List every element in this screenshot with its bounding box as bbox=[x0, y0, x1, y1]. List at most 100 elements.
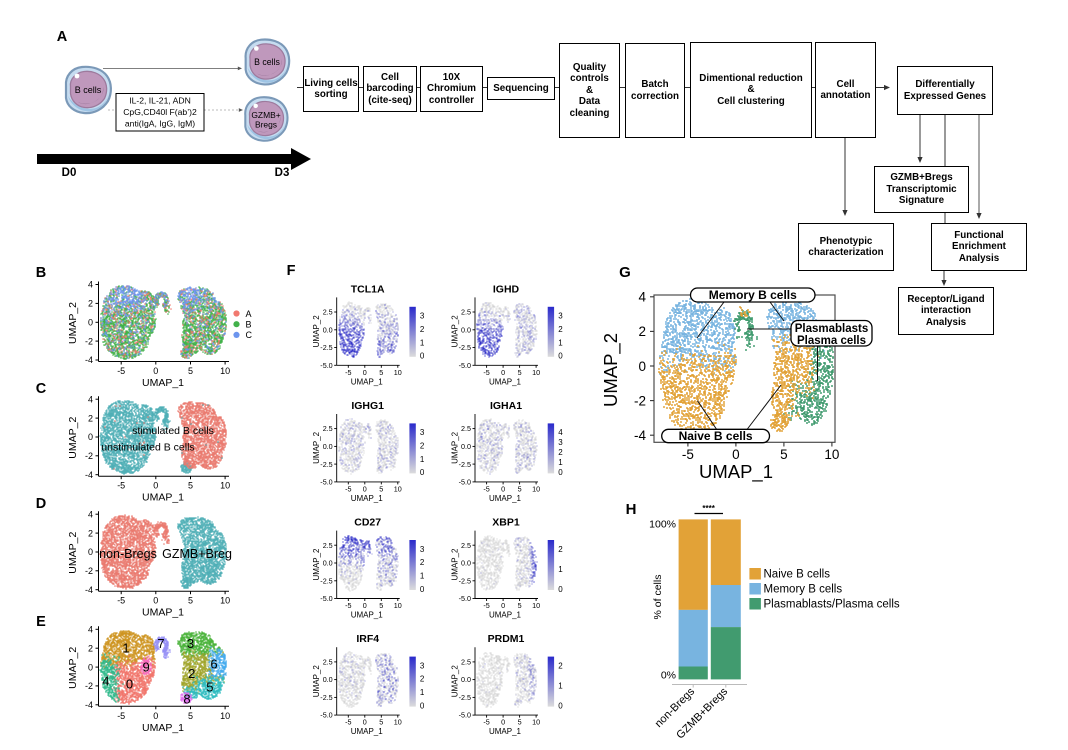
svg-text:2: 2 bbox=[88, 299, 93, 309]
svg-text:-4: -4 bbox=[634, 428, 646, 443]
svg-text:0: 0 bbox=[501, 601, 505, 610]
svg-text:B cells: B cells bbox=[254, 57, 280, 67]
svg-text:0: 0 bbox=[363, 718, 367, 727]
svg-text:UMAP_2: UMAP_2 bbox=[451, 431, 460, 464]
svg-text:-4: -4 bbox=[85, 355, 93, 365]
svg-text:G: G bbox=[619, 264, 631, 281]
svg-text:2: 2 bbox=[88, 528, 93, 538]
svg-text:0: 0 bbox=[153, 366, 158, 376]
svg-text:GZMB+Breg: GZMB+Breg bbox=[162, 547, 232, 561]
svg-text:10: 10 bbox=[532, 718, 540, 727]
svg-text:1: 1 bbox=[558, 565, 563, 574]
svg-text:UMAP_2: UMAP_2 bbox=[312, 548, 321, 581]
svg-text:TCL1A: TCL1A bbox=[351, 283, 385, 295]
svg-text:3: 3 bbox=[187, 636, 194, 651]
svg-text:-2.5: -2.5 bbox=[320, 576, 332, 585]
svg-text:2: 2 bbox=[88, 413, 93, 423]
svg-text:9: 9 bbox=[142, 660, 149, 675]
svg-text:-4: -4 bbox=[85, 470, 93, 480]
svg-text:4: 4 bbox=[88, 394, 93, 404]
svg-text:5: 5 bbox=[379, 601, 383, 610]
svg-text:% of cells: % of cells bbox=[652, 575, 664, 620]
svg-text:-2: -2 bbox=[634, 393, 646, 408]
svg-text:stimulated B cells: stimulated B cells bbox=[132, 425, 214, 437]
svg-text:Plasmablasts/Plasma cells: Plasmablasts/Plasma cells bbox=[764, 599, 900, 611]
svg-text:10: 10 bbox=[394, 484, 402, 493]
svg-text:UMAP_2: UMAP_2 bbox=[67, 532, 79, 574]
svg-text:5: 5 bbox=[518, 601, 522, 610]
svg-text:-5: -5 bbox=[483, 718, 489, 727]
svg-text:UMAP_1: UMAP_1 bbox=[351, 727, 384, 736]
svg-text:-2.5: -2.5 bbox=[320, 693, 332, 702]
svg-text:2: 2 bbox=[558, 545, 563, 554]
svg-text:4: 4 bbox=[558, 428, 563, 437]
svg-text:0.0: 0.0 bbox=[323, 675, 333, 684]
svg-text:-5: -5 bbox=[483, 368, 489, 377]
svg-text:0: 0 bbox=[501, 368, 505, 377]
svg-text:2: 2 bbox=[420, 675, 425, 684]
svg-text:2.5: 2.5 bbox=[461, 658, 471, 667]
svg-text:1: 1 bbox=[420, 688, 425, 697]
svg-text:0: 0 bbox=[88, 547, 93, 557]
svg-text:0: 0 bbox=[126, 677, 133, 692]
svg-text:0: 0 bbox=[88, 662, 93, 672]
svg-text:2.5: 2.5 bbox=[323, 308, 333, 317]
svg-text:UMAP_2: UMAP_2 bbox=[67, 647, 79, 689]
svg-text:5: 5 bbox=[379, 484, 383, 493]
svg-text:Naive B cells: Naive B cells bbox=[764, 569, 831, 581]
svg-text:2.5: 2.5 bbox=[323, 424, 333, 433]
svg-text:-5.0: -5.0 bbox=[320, 478, 332, 487]
svg-text:-5: -5 bbox=[117, 366, 125, 376]
svg-text:0: 0 bbox=[558, 585, 563, 594]
svg-text:UMAP_2: UMAP_2 bbox=[67, 417, 79, 459]
svg-text:Plasma cells: Plasma cells bbox=[797, 335, 866, 347]
svg-text:2.5: 2.5 bbox=[461, 308, 471, 317]
svg-text:Memory B cells: Memory B cells bbox=[764, 584, 843, 596]
svg-text:UMAP_2: UMAP_2 bbox=[312, 665, 321, 698]
svg-text:2.5: 2.5 bbox=[323, 658, 333, 667]
svg-text:0: 0 bbox=[420, 468, 425, 477]
svg-text:0.0: 0.0 bbox=[461, 559, 471, 568]
svg-text:5: 5 bbox=[780, 447, 788, 462]
svg-text:0.0: 0.0 bbox=[323, 559, 333, 568]
svg-text:D3: D3 bbox=[275, 167, 290, 179]
svg-text:10: 10 bbox=[220, 711, 230, 721]
svg-text:0: 0 bbox=[153, 481, 158, 491]
svg-text:1: 1 bbox=[420, 572, 425, 581]
svg-text:0: 0 bbox=[501, 718, 505, 727]
svg-text:5: 5 bbox=[379, 368, 383, 377]
svg-text:UMAP_1: UMAP_1 bbox=[351, 494, 384, 503]
svg-text:unstimulated B cells: unstimulated B cells bbox=[101, 442, 194, 454]
svg-text:5: 5 bbox=[518, 484, 522, 493]
svg-text:CpG,CD40l F(ab’)2: CpG,CD40l F(ab’)2 bbox=[123, 107, 197, 117]
svg-text:Plasmablasts: Plasmablasts bbox=[795, 323, 869, 335]
svg-text:0: 0 bbox=[558, 352, 563, 361]
svg-text:0: 0 bbox=[558, 701, 563, 710]
svg-text:GZMB+: GZMB+ bbox=[251, 110, 280, 120]
svg-text:-5: -5 bbox=[117, 596, 125, 606]
svg-text:Naive B cells: Naive B cells bbox=[679, 429, 753, 443]
svg-text:UMAP_2: UMAP_2 bbox=[451, 665, 460, 698]
svg-text:2.5: 2.5 bbox=[323, 541, 333, 550]
svg-text:2: 2 bbox=[188, 666, 195, 681]
svg-text:A: A bbox=[57, 29, 68, 45]
svg-text:UMAP_1: UMAP_1 bbox=[142, 607, 184, 619]
svg-text:3: 3 bbox=[420, 428, 425, 437]
svg-text:-5: -5 bbox=[345, 368, 351, 377]
svg-text:Bregs: Bregs bbox=[255, 119, 277, 129]
svg-text:-2.5: -2.5 bbox=[320, 460, 332, 469]
svg-text:1: 1 bbox=[558, 458, 563, 467]
svg-text:-2.5: -2.5 bbox=[320, 343, 332, 352]
svg-text:2: 2 bbox=[420, 442, 425, 451]
svg-text:UMAP_1: UMAP_1 bbox=[489, 727, 522, 736]
svg-text:2: 2 bbox=[88, 643, 93, 653]
svg-text:3: 3 bbox=[420, 545, 425, 554]
svg-text:5: 5 bbox=[188, 366, 193, 376]
svg-text:-5: -5 bbox=[345, 718, 351, 727]
svg-text:****: **** bbox=[702, 504, 715, 513]
svg-text:-5: -5 bbox=[345, 601, 351, 610]
svg-text:0: 0 bbox=[420, 585, 425, 594]
svg-text:0.0: 0.0 bbox=[323, 325, 333, 334]
svg-text:10: 10 bbox=[532, 484, 540, 493]
svg-text:-5.0: -5.0 bbox=[320, 594, 332, 603]
